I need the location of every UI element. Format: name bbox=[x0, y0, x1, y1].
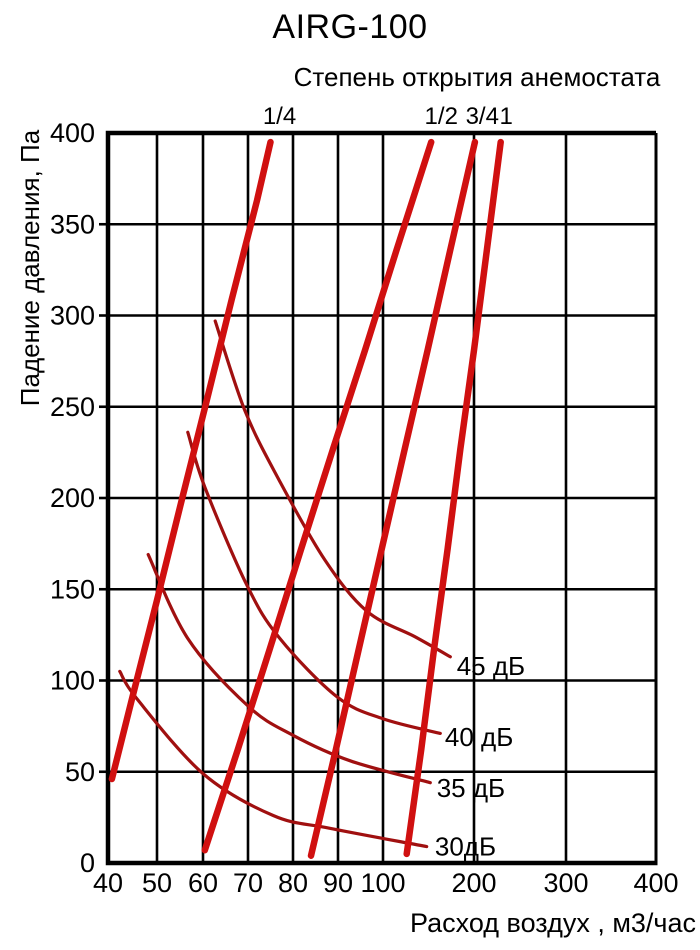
plot-border bbox=[105, 130, 658, 866]
y-tick-label-350: 350 bbox=[50, 209, 95, 239]
y-tick-label-300: 300 bbox=[50, 301, 95, 331]
y-tick-label-150: 150 bbox=[50, 574, 95, 604]
opening-line-1-4 bbox=[108, 138, 274, 783]
y-tick-label-400: 400 bbox=[50, 118, 95, 148]
chart-subtitle: Степень открытия анемостата bbox=[293, 62, 661, 92]
y-tick-label-250: 250 bbox=[50, 392, 95, 422]
opening-label-1: 1 bbox=[500, 103, 513, 130]
opening-line-1 bbox=[403, 138, 504, 858]
x-axis-title: Расход воздух , м3/час bbox=[410, 908, 696, 938]
noise-curve-30дБ bbox=[118, 669, 429, 849]
x-tick-label-90: 90 bbox=[323, 868, 353, 898]
x-tick-label-40: 40 bbox=[93, 868, 123, 898]
x-tick-label-400: 400 bbox=[633, 868, 678, 898]
x-tick-label-200: 200 bbox=[451, 868, 496, 898]
opening-label-3-4: 3/4 bbox=[466, 103, 499, 130]
chart-title: AIRG-100 bbox=[272, 8, 428, 46]
y-tick-label-0: 0 bbox=[80, 848, 95, 878]
x-tick-label-50: 50 bbox=[142, 868, 172, 898]
noise-curve-45-дБ bbox=[213, 319, 452, 659]
x-tick-label-70: 70 bbox=[233, 868, 263, 898]
x-tick-label-80: 80 bbox=[278, 868, 308, 898]
noise-curve-label-40-дБ: 40 дБ bbox=[445, 722, 513, 752]
x-tick-label-300: 300 bbox=[543, 868, 588, 898]
opening-line-3-4 bbox=[307, 138, 479, 859]
x-tick-label-60: 60 bbox=[188, 868, 218, 898]
y-tick-label-100: 100 bbox=[50, 666, 95, 696]
opening-label-1-4: 1/4 bbox=[263, 103, 296, 130]
x-tick-label-100: 100 bbox=[360, 868, 405, 898]
y-tick-label-50: 50 bbox=[65, 757, 95, 787]
noise-curve-label-30дБ: 30дБ bbox=[435, 832, 496, 862]
noise-curve-35-дБ bbox=[146, 553, 432, 785]
opening-line-1-2 bbox=[201, 138, 435, 854]
y-tick-label-200: 200 bbox=[50, 483, 95, 513]
noise-curve-label-45-дБ: 45 дБ bbox=[457, 651, 525, 681]
noise-curve-40-дБ bbox=[186, 430, 442, 735]
noise-curve-label-35-дБ: 35 дБ bbox=[437, 773, 505, 803]
opening-label-1-2: 1/2 bbox=[425, 103, 458, 130]
